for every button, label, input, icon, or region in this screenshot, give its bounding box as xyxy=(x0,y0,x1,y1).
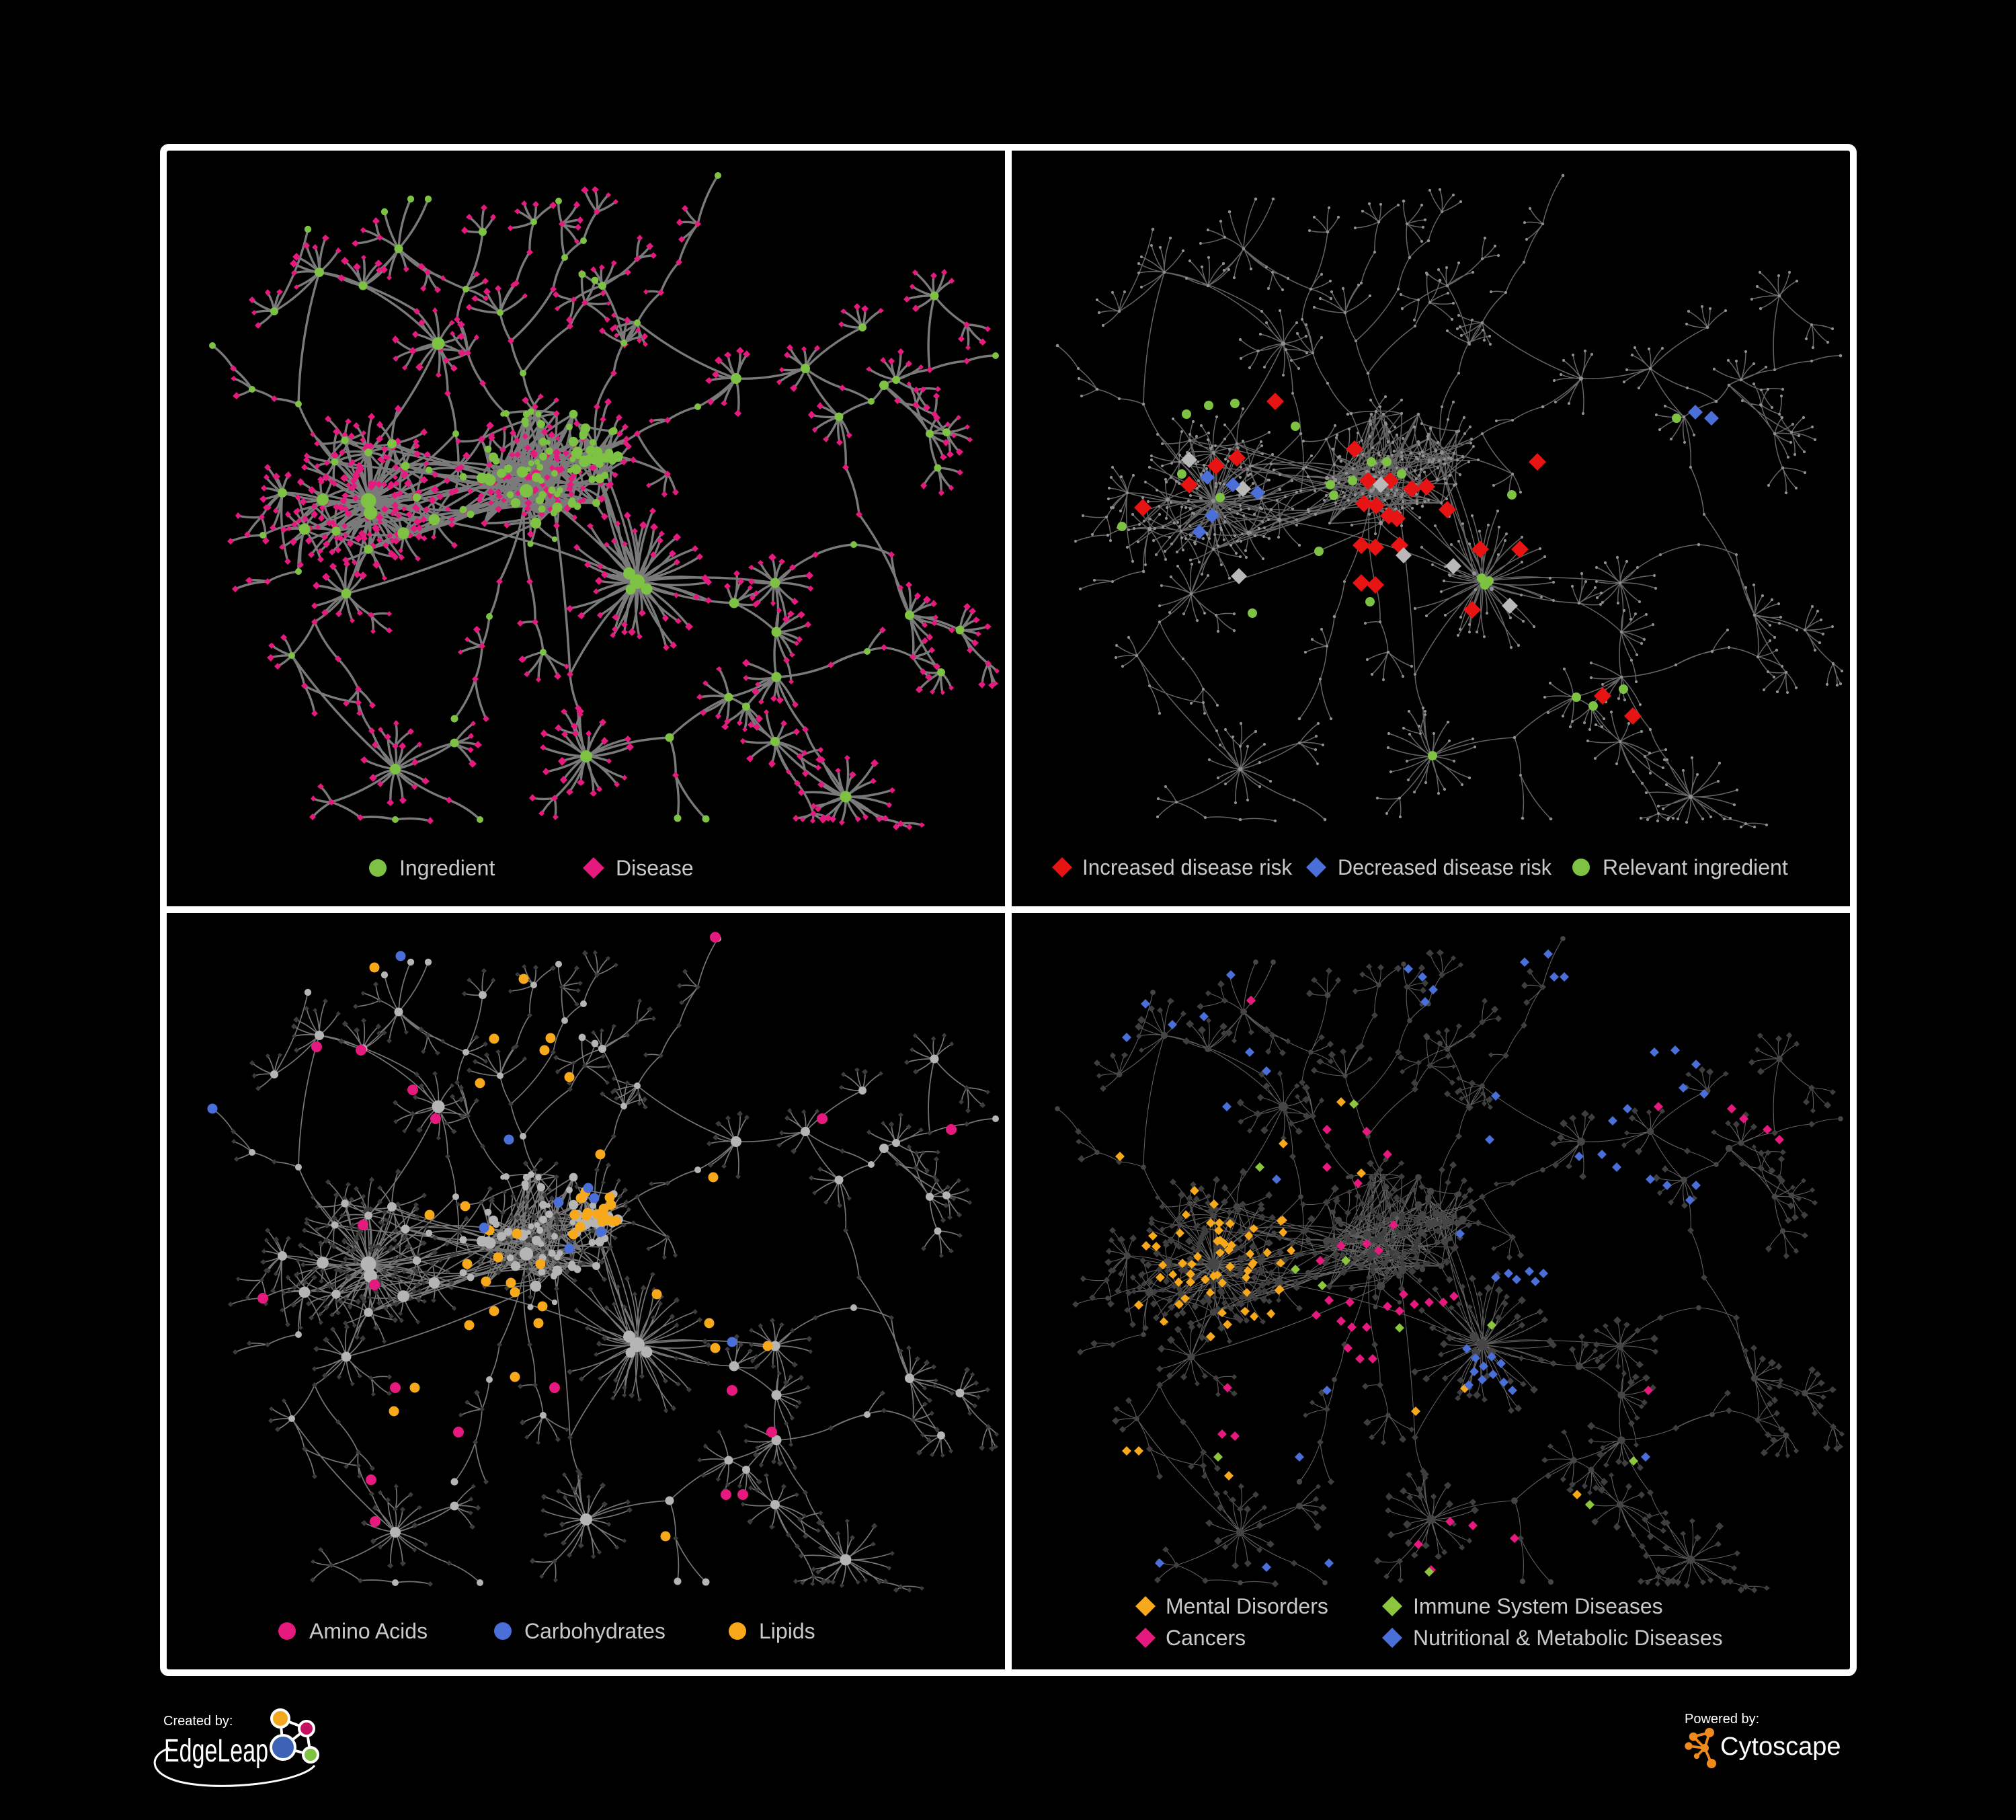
svg-text:Immune System Diseases: Immune System Diseases xyxy=(1413,1594,1663,1618)
svg-text:Mental Disorders: Mental Disorders xyxy=(1166,1594,1328,1618)
svg-text:Increased disease risk: Increased disease risk xyxy=(1082,855,1293,879)
svg-text:Amino Acids: Amino Acids xyxy=(309,1619,428,1643)
svg-text:Lipids: Lipids xyxy=(759,1619,815,1643)
svg-text:Relevant ingredient: Relevant ingredient xyxy=(1603,855,1788,879)
svg-text:Decreased disease risk: Decreased disease risk xyxy=(1338,855,1552,879)
svg-text:EdgeLeap: EdgeLeap xyxy=(164,1733,268,1769)
svg-text:Cancers: Cancers xyxy=(1166,1626,1246,1650)
svg-text:Cytoscape: Cytoscape xyxy=(1720,1733,1841,1761)
svg-text:Powered by:: Powered by: xyxy=(1685,1712,1759,1727)
svg-text:Ingredient: Ingredient xyxy=(399,856,495,880)
svg-text:Created by:: Created by: xyxy=(163,1714,233,1729)
svg-text:Disease: Disease xyxy=(616,856,694,880)
svg-text:Carbohydrates: Carbohydrates xyxy=(524,1619,666,1643)
svg-text:Nutritional & Metabolic Diseas: Nutritional & Metabolic Diseases xyxy=(1413,1626,1723,1650)
